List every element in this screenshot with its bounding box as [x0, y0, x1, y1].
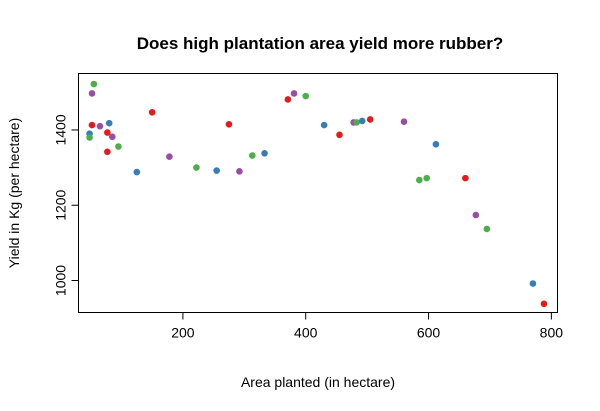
data-point	[290, 90, 298, 97]
data-point	[104, 129, 111, 136]
y-tick-label: 1200	[53, 189, 69, 220]
data-point	[400, 118, 408, 125]
data-point	[86, 134, 93, 141]
data-point	[105, 119, 113, 127]
y-tick-label: 1400	[53, 114, 69, 145]
x-tick-label: 600	[417, 325, 441, 341]
data-point	[193, 164, 200, 171]
data-point	[432, 140, 440, 148]
data-point	[148, 108, 156, 116]
data-point	[529, 280, 537, 287]
data-point	[115, 143, 122, 150]
data-point	[96, 122, 104, 130]
data-points	[86, 80, 548, 308]
data-point	[261, 149, 268, 157]
data-point	[248, 152, 256, 159]
data-point	[225, 121, 233, 128]
y-tick-label: 1000	[53, 265, 69, 296]
data-point	[236, 168, 243, 175]
data-point	[90, 80, 98, 88]
data-point	[483, 225, 491, 233]
x-tick-label: 400	[294, 325, 318, 341]
data-point	[353, 119, 360, 126]
data-point	[336, 131, 343, 139]
data-point	[88, 121, 96, 129]
data-point	[320, 121, 328, 129]
data-point	[166, 153, 173, 160]
data-point	[88, 90, 96, 97]
data-point	[472, 211, 480, 219]
data-point	[213, 167, 220, 174]
data-point	[108, 133, 116, 141]
x-tick-label: 800	[540, 325, 564, 341]
chart-title: Does high plantation area yield more rub…	[137, 34, 504, 53]
y-axis: 1000 1200 1400	[53, 114, 79, 296]
data-point	[423, 174, 430, 182]
data-point	[366, 116, 374, 123]
data-point	[284, 96, 292, 103]
data-point	[302, 92, 310, 100]
data-point	[104, 148, 111, 156]
x-axis: 200 400 600 800	[171, 312, 564, 341]
data-point	[416, 176, 423, 184]
plot-frame	[78, 73, 558, 313]
data-point	[540, 300, 548, 308]
y-axis-label: Yield in Kg (per hectare)	[6, 118, 22, 268]
data-point	[133, 168, 141, 176]
data-point	[462, 174, 469, 182]
x-tick-label: 200	[171, 325, 195, 341]
x-axis-label: Area planted (in hectare)	[241, 374, 395, 390]
data-point	[358, 117, 366, 125]
